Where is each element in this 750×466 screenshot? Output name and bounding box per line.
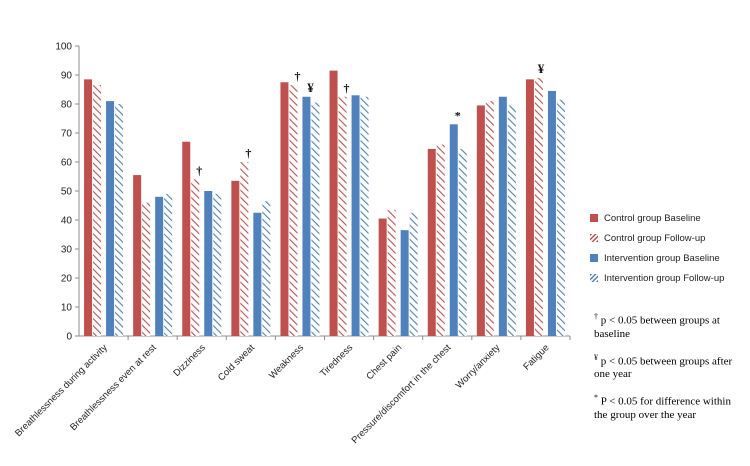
x-tick-label: Worry/anxiety (454, 342, 503, 391)
bar-intervention-group-baseline (547, 90, 556, 336)
bar-intervention-group-follow-up (262, 201, 271, 336)
y-tick-label: 60 (61, 158, 73, 169)
bar-control-group-baseline (280, 82, 289, 336)
bar-control-group-follow-up (142, 202, 151, 336)
significance-marker: † (245, 146, 251, 160)
bar-intervention-group-follow-up (556, 99, 565, 337)
note-symbol: ¥ (594, 352, 598, 362)
bar-control-group-baseline (84, 79, 93, 336)
bar-control-group-baseline (182, 141, 191, 336)
legend-swatch (590, 214, 598, 222)
y-tick-label: 20 (61, 274, 73, 285)
legend-item: Control group Baseline (590, 208, 724, 228)
bar-intervention-group-baseline (253, 212, 262, 336)
bar-intervention-group-follow-up (311, 102, 320, 336)
y-tick-label: 40 (61, 216, 73, 227)
bar-intervention-group-baseline (351, 95, 360, 336)
x-tick-label: Cold sweat (216, 342, 257, 383)
significance-marker: ¥ (307, 80, 314, 95)
bar-intervention-group-baseline (302, 96, 311, 336)
bar-intervention-group-follow-up (360, 96, 369, 336)
note-text: p < 0.05 between groups after one year (594, 355, 733, 381)
bar-intervention-group-follow-up (507, 105, 516, 336)
note-symbol: † (594, 312, 598, 321)
significance-marker: † (294, 69, 300, 83)
note-text: P < 0.05 for difference within the group… (594, 395, 731, 421)
bar-intervention-group-follow-up (164, 193, 173, 336)
note-within-group: * P < 0.05 for difference within the gro… (594, 391, 744, 422)
x-tick-label: Weakness (267, 342, 306, 381)
bar-control-group-baseline (427, 148, 436, 336)
y-tick-label: 100 (55, 42, 72, 53)
legend-label: Intervention group Baseline (604, 252, 720, 264)
bar-control-group-follow-up (93, 85, 102, 337)
x-tick-label: Fatigue (521, 342, 551, 372)
bar-intervention-group-follow-up (213, 193, 222, 336)
bar-control-group-follow-up (485, 101, 494, 336)
bar-control-group-baseline (133, 175, 142, 336)
y-tick-label: 30 (61, 245, 73, 256)
bar-control-group-follow-up (534, 77, 543, 337)
note-followup: ¥ p < 0.05 between groups after one year (594, 351, 744, 382)
y-tick-label: 80 (61, 100, 73, 111)
legend-item: Intervention group Follow-up (590, 268, 724, 288)
bar-control-group-baseline (525, 79, 534, 336)
bar-intervention-group-follow-up (458, 148, 467, 336)
y-tick-label: 70 (61, 129, 73, 140)
legend-label: Control group Follow-up (604, 232, 706, 244)
x-tick-label: Tiredness (318, 342, 355, 379)
bar-control-group-follow-up (436, 144, 445, 336)
note-text: p < 0.05 between groups at baseline (594, 314, 720, 340)
bar-intervention-group-baseline (498, 96, 507, 336)
bar-control-group-baseline (476, 105, 485, 336)
bar-intervention-group-follow-up (115, 104, 124, 336)
bar-intervention-group-baseline (155, 196, 164, 336)
significance-marker: * (455, 108, 461, 122)
note-baseline: † p < 0.05 between groups at baseline (594, 310, 744, 341)
significance-marker: † (344, 81, 350, 95)
bars-group (84, 70, 565, 337)
bar-control-group-follow-up (289, 85, 298, 337)
y-tick-label: 50 (61, 187, 73, 198)
bar-intervention-group-follow-up (409, 212, 418, 336)
bar-control-group-baseline (329, 70, 338, 337)
bar-control-group-baseline (378, 218, 387, 336)
legend-swatch (590, 254, 598, 262)
note-symbol: * (594, 393, 598, 403)
x-tick-label: Pressure/discomfort in the chest (350, 342, 454, 446)
legend: Control group Baseline Control group Foll… (590, 208, 724, 288)
legend-swatch (590, 234, 598, 242)
significance-marker: † (196, 163, 202, 177)
x-tick-label: Breathlessness during activity (13, 342, 110, 439)
x-tick-label: Breathlessness even at rest (68, 342, 159, 433)
legend-swatch (590, 274, 598, 282)
y-tick-label: 0 (66, 332, 72, 343)
bar-control-group-follow-up (387, 209, 396, 336)
x-tick-label: Chest pain (364, 342, 404, 382)
significance-marker: ¥ (538, 61, 545, 76)
bar-intervention-group-baseline (106, 101, 115, 336)
bar-intervention-group-baseline (400, 230, 409, 336)
bar-control-group-follow-up (240, 162, 249, 336)
y-tick-label: 10 (61, 303, 73, 314)
bar-control-group-baseline (231, 180, 240, 336)
y-tick-label: 90 (61, 71, 73, 82)
significance-notes: † p < 0.05 between groups at baseline ¥ … (594, 310, 744, 432)
x-tick-label: Dizziness (171, 342, 208, 379)
bar-intervention-group-baseline (449, 124, 458, 336)
legend-item: Intervention group Baseline (590, 248, 724, 268)
legend-label: Control group Baseline (604, 212, 701, 224)
bar-control-group-follow-up (191, 179, 200, 336)
legend-item: Control group Follow-up (590, 228, 724, 248)
bar-intervention-group-baseline (204, 191, 213, 336)
bar-control-group-follow-up (338, 96, 347, 336)
legend-label: Intervention group Follow-up (604, 272, 725, 284)
